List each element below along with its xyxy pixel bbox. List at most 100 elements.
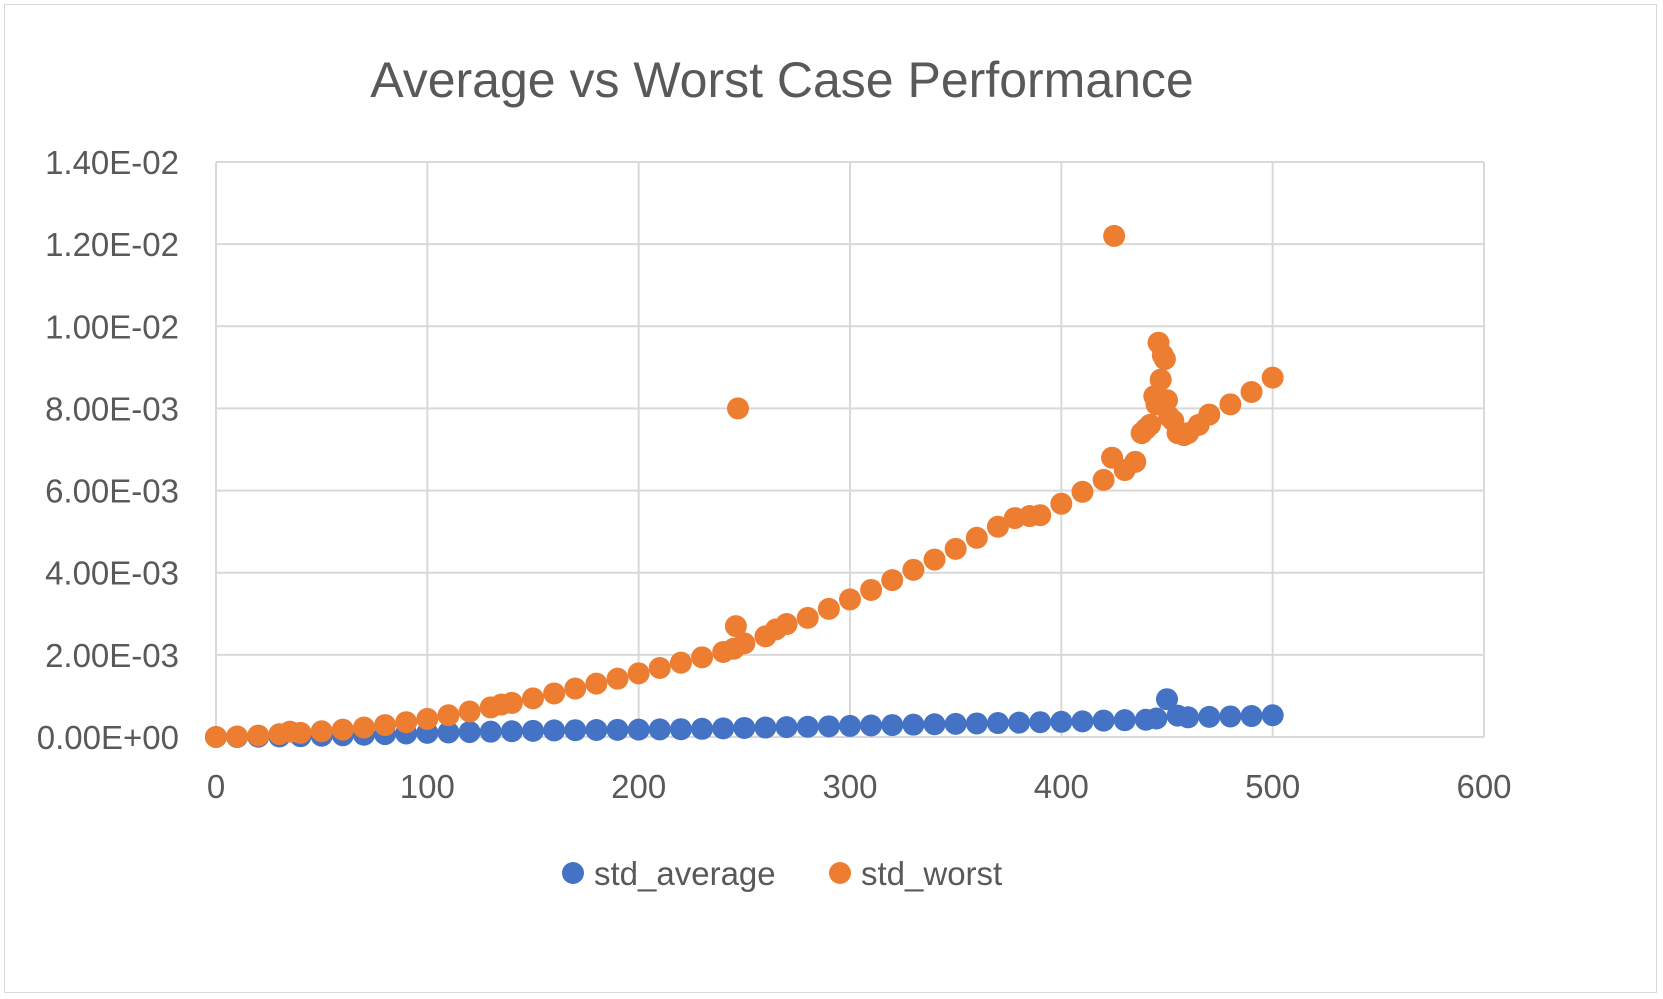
std-average-point	[1029, 711, 1052, 734]
std-worst-point	[331, 718, 354, 741]
std-worst-series	[205, 224, 1284, 748]
std-average-point	[1092, 709, 1115, 732]
std-average-point	[1198, 705, 1221, 728]
legend-label-std-worst: std_worst	[861, 855, 1002, 892]
std-worst-point	[775, 613, 798, 636]
legend-label-std-average: std_average	[594, 855, 776, 892]
std-worst-point	[522, 687, 544, 710]
std-worst-point	[1071, 480, 1094, 503]
std-worst-point	[1124, 450, 1147, 473]
std-average-point	[500, 720, 523, 743]
y-tick-label: 6.00E-03	[45, 473, 179, 510]
std-average-point	[712, 717, 735, 740]
std-worst-point	[1156, 389, 1178, 412]
std-worst-point	[205, 726, 227, 748]
std-worst-point	[606, 667, 629, 690]
y-tick-label: 1.40E-02	[45, 144, 179, 181]
std-worst-point	[733, 632, 756, 655]
std-worst-point	[817, 597, 840, 620]
std-worst-point	[543, 682, 566, 705]
legend: std_average std_worst	[562, 855, 1002, 892]
std-average-point	[1240, 705, 1263, 728]
std-worst-point	[416, 707, 439, 730]
std-worst-point	[724, 615, 747, 638]
std-worst-point	[1050, 492, 1073, 515]
std-average-point	[458, 721, 481, 744]
std-worst-point	[1153, 348, 1176, 371]
std-worst-point	[1139, 413, 1162, 436]
std-average-point	[1113, 709, 1136, 732]
std-average-point	[437, 721, 460, 744]
std-average-point	[796, 715, 819, 738]
std-worst-point	[226, 725, 249, 748]
std-average-point	[944, 712, 967, 735]
y-tick-label: 0.00E+00	[37, 719, 179, 756]
std-worst-point	[1103, 224, 1126, 247]
std-average-point	[775, 716, 798, 739]
std-worst-point	[796, 606, 819, 629]
std-average-point	[606, 718, 629, 741]
std-average-point	[839, 714, 861, 737]
std-worst-point	[289, 721, 312, 744]
std-worst-point	[965, 526, 988, 549]
std-average-point	[669, 718, 692, 741]
std-worst-point	[1092, 468, 1115, 491]
std-average-point	[564, 719, 587, 742]
std-worst-point	[310, 720, 333, 743]
std-average-point	[543, 719, 566, 742]
y-tick-label: 1.20E-02	[45, 226, 179, 263]
std-worst-point	[395, 711, 418, 734]
std-worst-point	[1219, 393, 1242, 416]
std-worst-point	[839, 588, 861, 611]
std-worst-point	[1261, 366, 1284, 389]
std-worst-point	[585, 672, 608, 695]
std-worst-point	[669, 651, 692, 674]
legend-marker-std-worst	[829, 862, 851, 884]
std-worst-point	[374, 714, 397, 737]
std-average-point	[986, 712, 1009, 735]
std-worst-point	[986, 515, 1009, 538]
std-worst-point	[1240, 381, 1263, 403]
std-average-point	[522, 719, 544, 742]
std-average-point	[754, 716, 777, 739]
std-average-point	[1261, 704, 1284, 727]
std-average-point	[965, 712, 988, 735]
chart-svg: Average vs Worst Case Performance 0.00E+…	[37, 52, 1512, 892]
std-average-point	[479, 720, 502, 743]
std-worst-point	[902, 558, 925, 581]
std-average-point	[817, 715, 840, 738]
y-tick-label: 8.00E-03	[45, 390, 179, 427]
std-worst-point	[458, 700, 481, 723]
std-average-point	[1050, 710, 1073, 733]
std-average-point	[585, 719, 608, 742]
std-worst-point	[564, 677, 587, 700]
std-average-point	[881, 714, 904, 737]
y-tick-labels: 0.00E+00 2.00E-03 4.00E-03 6.00E-03 8.00E-03…	[37, 144, 179, 756]
std-average-point	[733, 716, 756, 739]
std-worst-point	[1149, 368, 1172, 391]
std-worst-point	[627, 662, 650, 685]
std-average-point	[860, 714, 883, 737]
std-average-point	[1071, 710, 1094, 733]
std-average-point	[691, 717, 714, 740]
x-tick-label: 300	[822, 768, 877, 805]
x-tick-label: 400	[1034, 768, 1089, 805]
std-worst-point	[648, 657, 671, 679]
std-worst-point	[500, 691, 523, 714]
std-average-point	[902, 713, 925, 736]
std-average-point	[1145, 707, 1168, 730]
std-worst-point	[1029, 504, 1052, 527]
std-worst-point	[1198, 403, 1221, 426]
std-worst-point	[352, 716, 375, 739]
chart-frame: Average vs Worst Case Performance 0.00E+…	[4, 4, 1657, 993]
y-tick-label: 1.00E-02	[45, 308, 179, 345]
x-tick-label: 0	[207, 768, 225, 805]
std-worst-point	[881, 569, 904, 592]
std-average-point	[627, 718, 650, 741]
x-tick-label: 200	[611, 768, 666, 805]
x-tick-labels: 0 100 200 300 400 500 600	[207, 768, 1512, 805]
y-tick-label: 4.00E-03	[45, 555, 179, 592]
chart-title: Average vs Worst Case Performance	[370, 52, 1194, 108]
std-worst-point	[923, 548, 946, 571]
std-average-point	[1156, 688, 1178, 711]
